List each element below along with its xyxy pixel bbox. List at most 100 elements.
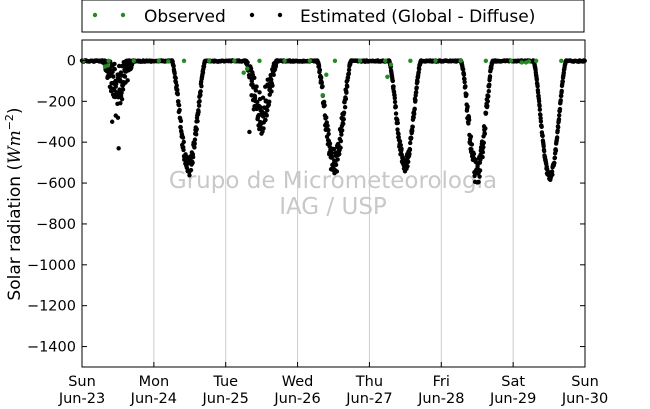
estimated-point bbox=[341, 121, 346, 127]
estimated-point bbox=[257, 90, 262, 95]
estimated-point bbox=[196, 109, 201, 115]
estimated-point bbox=[203, 58, 208, 64]
estimated-point bbox=[187, 173, 192, 178]
legend-observed-marker bbox=[92, 12, 98, 18]
estimated-point bbox=[398, 142, 403, 148]
estimated-point bbox=[109, 119, 115, 124]
estimated-point bbox=[538, 119, 544, 124]
observed-point bbox=[241, 70, 246, 75]
estimated-point bbox=[399, 146, 404, 152]
estimated-point bbox=[555, 128, 560, 133]
estimated-point bbox=[326, 131, 331, 137]
estimated-point bbox=[413, 98, 418, 103]
estimated-point bbox=[564, 58, 569, 63]
estimated-point bbox=[490, 58, 496, 64]
estimated-point bbox=[270, 83, 275, 88]
x-tick-label-day: Sat bbox=[501, 374, 525, 390]
watermark: Grupo de Micrometeorologia IAG / USP bbox=[169, 168, 497, 220]
estimated-point bbox=[409, 135, 414, 141]
estimated-point bbox=[245, 60, 250, 65]
x-tick-label-day: Sun bbox=[68, 374, 96, 390]
observed-point bbox=[307, 58, 312, 64]
estimated-point bbox=[115, 72, 120, 77]
observed-point bbox=[245, 66, 250, 71]
gridlines bbox=[153, 40, 514, 367]
legend-estimated-label: Estimated (Global - Diffuse) bbox=[300, 7, 535, 27]
estimated-point bbox=[410, 124, 415, 130]
estimated-point bbox=[392, 95, 397, 101]
estimated-point bbox=[416, 66, 422, 72]
estimated-point bbox=[560, 79, 565, 84]
estimated-point bbox=[252, 95, 258, 101]
estimated-point bbox=[334, 169, 340, 174]
estimated-point bbox=[333, 162, 339, 167]
y-tick-label: −1200 bbox=[27, 299, 76, 315]
legend-estimated-marker bbox=[249, 12, 255, 18]
estimated-point bbox=[391, 84, 396, 89]
estimated-point bbox=[537, 107, 543, 112]
estimated-point bbox=[329, 150, 335, 156]
observed-point bbox=[131, 58, 136, 64]
observed-point bbox=[232, 58, 237, 64]
x-tick-label-day: Thu bbox=[355, 374, 383, 390]
legend-frame bbox=[81, 0, 585, 33]
observed-point bbox=[357, 58, 363, 64]
estimated-point bbox=[487, 82, 492, 87]
estimated-point bbox=[329, 154, 335, 159]
estimated-point bbox=[181, 147, 186, 153]
observed-point bbox=[324, 72, 329, 77]
estimated-point bbox=[258, 105, 263, 110]
estimated-point bbox=[112, 92, 117, 98]
x-tick-label-date: Jun-25 bbox=[202, 391, 249, 407]
estimated-point bbox=[324, 115, 329, 120]
observed-point bbox=[105, 63, 111, 68]
estimated-point bbox=[275, 58, 280, 63]
plot-frame bbox=[81, 39, 586, 368]
y-axis-ticks: 0 −200 −400 −600 −800 −1000 −1200 −1400 bbox=[27, 53, 585, 356]
observed-point bbox=[408, 58, 413, 64]
estimated-point bbox=[319, 75, 324, 80]
observed-point bbox=[156, 58, 162, 64]
estimated-point bbox=[178, 118, 184, 124]
observed-point bbox=[533, 58, 539, 64]
estimated-point bbox=[349, 58, 354, 63]
estimated-point bbox=[476, 179, 481, 185]
estimated-point bbox=[393, 111, 399, 116]
estimated-point bbox=[555, 125, 561, 130]
estimated-point bbox=[557, 106, 563, 112]
x-tick-label-date: Jun-27 bbox=[345, 391, 392, 407]
observed-point bbox=[526, 59, 532, 64]
estimated-point bbox=[316, 64, 322, 69]
estimated-point bbox=[481, 144, 486, 150]
estimated-point bbox=[125, 78, 130, 83]
x-tick-label-date: Jun-29 bbox=[489, 391, 536, 407]
estimated-point bbox=[341, 116, 346, 122]
estimated-point bbox=[480, 150, 486, 155]
estimated-point bbox=[463, 84, 468, 89]
estimated-point bbox=[192, 141, 197, 146]
estimated-point bbox=[171, 63, 176, 69]
estimated-point bbox=[339, 128, 345, 133]
estimated-point bbox=[181, 139, 186, 145]
estimated-point bbox=[116, 146, 121, 151]
estimated-point bbox=[198, 89, 203, 94]
estimated-point bbox=[483, 126, 488, 131]
estimated-point bbox=[322, 103, 327, 108]
estimated-point bbox=[273, 62, 279, 68]
observed-point bbox=[166, 59, 171, 64]
estimated-point bbox=[390, 78, 396, 84]
observed-point bbox=[257, 58, 262, 64]
x-tick-label-day: Mon bbox=[139, 374, 170, 390]
estimated-point bbox=[111, 80, 116, 86]
estimated-point bbox=[345, 84, 350, 89]
estimated-point bbox=[119, 96, 125, 102]
estimated-point bbox=[190, 154, 196, 160]
estimated-point bbox=[554, 135, 560, 140]
observed-point bbox=[181, 58, 187, 64]
observed-point bbox=[483, 58, 489, 64]
estimated-point bbox=[460, 67, 466, 72]
estimated-point bbox=[472, 173, 477, 179]
y-tick-label: −1400 bbox=[27, 340, 76, 356]
estimated-point bbox=[486, 93, 491, 99]
estimated-point bbox=[559, 88, 564, 94]
